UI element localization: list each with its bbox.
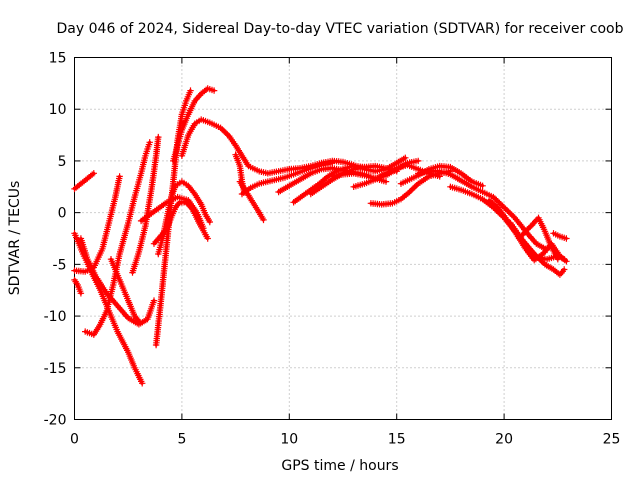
series-arc-05 — [77, 235, 158, 328]
series-arc-03 — [71, 173, 123, 275]
series-markers — [178, 116, 293, 177]
series-arc-16 — [236, 178, 267, 224]
series-markers — [515, 214, 561, 263]
y-tick-label: -15 — [44, 361, 67, 377]
series-markers — [71, 276, 85, 297]
data-series — [71, 85, 570, 387]
plot-frame — [74, 57, 612, 420]
x-axis-label: GPS time / hours — [281, 458, 398, 474]
y-tick-label: -5 — [53, 257, 67, 273]
series-arc-29 — [507, 219, 568, 278]
chart-title: Day 046 of 2024, Sidereal Day-to-day VTE… — [57, 21, 624, 37]
y-axis-label: SDTVAR / TECUs — [7, 181, 23, 296]
series-markers — [107, 256, 143, 325]
axis-ticks: 0 5 10 15 20 25 -20 -15 -10 -5 0 5 10 15 — [44, 51, 621, 448]
series-markers — [507, 219, 568, 278]
series-markers — [155, 178, 213, 258]
series-arc-31 — [550, 230, 570, 242]
series-markers — [77, 235, 158, 328]
series-markers — [415, 168, 551, 254]
y-tick-label: 15 — [49, 51, 67, 67]
series-arc-26 — [415, 168, 551, 254]
series-markers — [71, 170, 97, 193]
series-arc-01 — [71, 170, 97, 193]
x-tick-label: 5 — [177, 432, 186, 448]
series-markers — [82, 139, 153, 338]
series-arc-13 — [170, 85, 218, 165]
x-tick-label: 20 — [495, 432, 513, 448]
x-tick-label: 0 — [70, 432, 79, 448]
series-arc-12 — [155, 178, 213, 258]
series-arc-30 — [515, 214, 561, 263]
y-tick-label: -20 — [44, 413, 67, 429]
series-arc-02 — [71, 276, 85, 297]
y-tick-label: 5 — [58, 154, 67, 170]
series-markers — [550, 230, 570, 242]
series-arc-06 — [82, 139, 153, 338]
y-tick-label: 10 — [49, 102, 67, 118]
series-markers — [170, 85, 218, 165]
x-tick-label: 15 — [388, 432, 406, 448]
series-arc-14 — [178, 116, 293, 177]
series-markers — [71, 173, 123, 275]
y-tick-label: 0 — [58, 206, 67, 222]
y-tick-label: -10 — [44, 309, 67, 325]
x-tick-label: 10 — [280, 432, 298, 448]
x-tick-label: 25 — [603, 432, 621, 448]
series-arc-07 — [107, 256, 143, 325]
series-markers — [236, 178, 267, 224]
